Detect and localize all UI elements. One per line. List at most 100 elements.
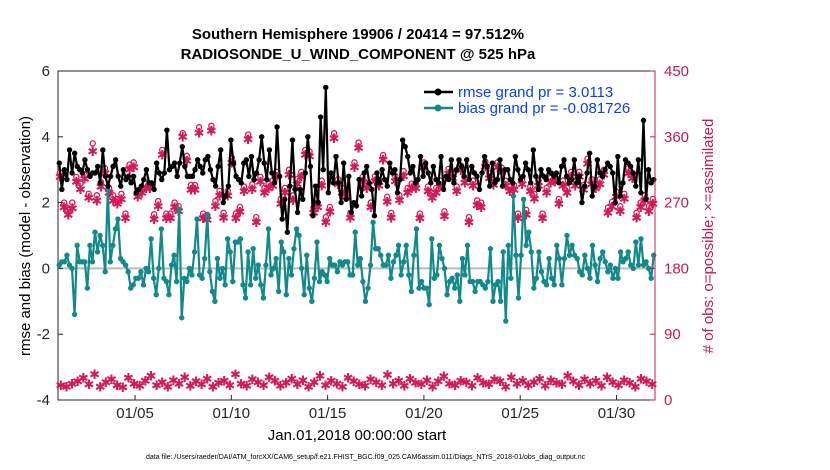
rmse-point: [266, 147, 273, 153]
rmse-point: [599, 173, 606, 179]
obs-possible-marker: [281, 184, 289, 192]
rmse-point: [633, 183, 639, 189]
obs-assimilated-marker: ✱: [259, 187, 270, 202]
rmse-point: [215, 163, 221, 170]
rmse-point: [574, 180, 580, 186]
bias-point: [250, 245, 256, 252]
rmse-point: [543, 176, 549, 183]
obs-assimilated-marker: ✱: [594, 178, 605, 193]
rmse-point: [340, 160, 347, 166]
bias-point: [247, 282, 254, 288]
bias-point: [523, 242, 529, 249]
bias-point: [191, 249, 198, 255]
obs-assimilated-marker: ✱: [602, 371, 613, 386]
bias-point: [268, 272, 274, 278]
bias-point: [375, 245, 381, 252]
obs-assimilated-marker: ✱: [388, 377, 399, 392]
rmse-point: [394, 190, 401, 196]
rmse-point: [330, 180, 337, 186]
bias-point: [87, 242, 93, 249]
obs-assimilated-marker: ✱: [579, 373, 590, 388]
rmse-point: [164, 127, 170, 133]
rmse-point: [100, 147, 106, 153]
chart-title-line1: Southern Hemisphere 19906 / 20414 = 97.5…: [192, 26, 524, 43]
bias-point: [278, 239, 284, 245]
rmse-point: [264, 176, 270, 183]
bias-point: [587, 275, 593, 281]
rmse-point: [453, 167, 460, 173]
obs-assimilated-marker: ✱: [140, 182, 151, 197]
obs-assimilated-marker: ✱: [123, 372, 134, 387]
obs-assimilated-marker: ✱: [517, 374, 528, 389]
obs-assimilated-marker: ✱: [168, 374, 179, 389]
rmse-point: [218, 147, 224, 153]
rmse-point: [594, 157, 601, 163]
rmse-point: [66, 147, 73, 153]
x-tick-label: 01/30: [598, 405, 636, 422]
obs-possible-marker: [167, 210, 174, 217]
bias-point: [635, 262, 642, 268]
bias-point: [434, 272, 440, 278]
bias-point: [594, 278, 601, 285]
rmse-point: [381, 176, 388, 183]
bias-point: [390, 259, 397, 265]
rmse-point: [105, 183, 111, 189]
bias-point: [242, 295, 249, 301]
obs-possible-marker: [212, 197, 219, 205]
rmse-point: [79, 170, 86, 176]
rmse-point: [328, 170, 334, 176]
bias-point: [332, 262, 338, 268]
rmse-point: [417, 153, 424, 160]
rmse-point: [522, 160, 529, 166]
rmse-point: [253, 170, 260, 176]
obs-possible-marker: [150, 211, 158, 218]
obs-possible-marker: [543, 184, 550, 192]
obs-assimilated-marker: ✱: [264, 371, 275, 386]
bias-point: [633, 239, 639, 245]
obs-possible-marker: [208, 122, 215, 130]
rmse-point: [392, 167, 398, 173]
obs-possible-marker: [539, 210, 546, 217]
obs-assimilated-marker: ✱: [202, 372, 213, 387]
obs-assimilated-marker: ✱: [165, 212, 176, 227]
bias-point: [253, 275, 259, 281]
obs-assimilated-marker: ✱: [427, 192, 438, 207]
obs-assimilated-marker: ✱: [296, 171, 307, 186]
obs-possible-marker: [195, 124, 203, 131]
bias-point: [291, 245, 297, 252]
bias-point: [543, 282, 550, 288]
bias-point: [526, 229, 532, 235]
obs-assimilated-marker: ✱: [224, 379, 235, 394]
bias-point: [224, 236, 231, 242]
y-tick-label-right: 180: [664, 260, 689, 277]
obs-assimilated-marker: ✱: [177, 130, 188, 145]
obs-assimilated-marker: ✱: [162, 380, 173, 395]
rmse-point: [223, 193, 229, 199]
rmse-point: [194, 157, 201, 163]
rmse-point: [425, 170, 431, 176]
bias-point: [454, 272, 460, 278]
obs-assimilated-marker: ✱: [472, 372, 483, 387]
bias-point: [408, 288, 415, 295]
bias-point: [189, 272, 195, 278]
bias-point: [309, 298, 315, 304]
rmse-point: [571, 157, 577, 163]
rmse-point: [287, 183, 293, 189]
rmse-point: [228, 137, 234, 143]
obs-possible-marker: [604, 204, 612, 211]
rmse-point: [399, 137, 406, 143]
obs-possible-marker: [441, 208, 448, 215]
bias-point: [286, 255, 292, 262]
obs-assimilated-marker: ✱: [329, 132, 340, 147]
rmse-point: [630, 170, 636, 176]
bias-point: [378, 252, 384, 258]
obs-assimilated-marker: ✱: [292, 178, 303, 193]
rmse-point: [615, 153, 621, 160]
bias-point: [365, 285, 371, 291]
obs-possible-marker: [109, 192, 117, 199]
obs-assimilated-marker: ✱: [100, 376, 111, 391]
obs-assimilated-marker: ✱: [271, 171, 282, 186]
x-tick-label: 01/25: [501, 405, 539, 422]
bias-point: [406, 272, 412, 278]
bias-point: [398, 272, 404, 278]
